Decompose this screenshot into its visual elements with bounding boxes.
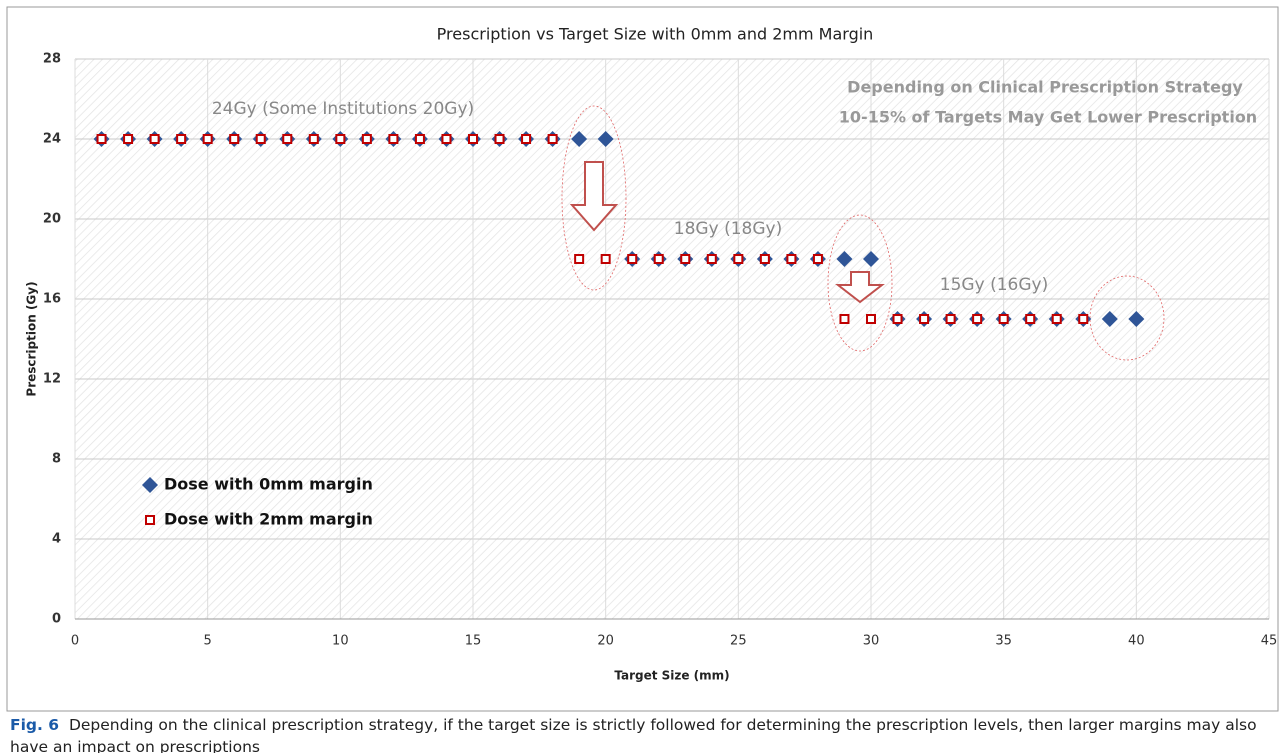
- point: [1101, 311, 1118, 327]
- point: [547, 134, 558, 144]
- point: [839, 314, 850, 324]
- chart-title: Prescription vs Target Size with 0mm and…: [437, 25, 874, 44]
- point: [597, 131, 614, 147]
- annotation: 24Gy (Some Institutions 20Gy): [212, 99, 474, 119]
- y-tick-label: 0: [52, 612, 61, 627]
- point: [1078, 314, 1089, 324]
- point: [96, 134, 107, 144]
- point: [892, 314, 903, 324]
- point: [574, 254, 585, 264]
- y-tick-label: 20: [43, 212, 61, 227]
- point: [786, 254, 797, 264]
- point: [229, 134, 240, 144]
- point: [733, 254, 744, 264]
- point: [919, 314, 930, 324]
- point: [521, 134, 532, 144]
- point: [680, 254, 691, 264]
- y-axis-label: Prescription (Gy): [25, 281, 39, 396]
- point: [866, 314, 876, 324]
- y-tick-label: 28: [43, 52, 61, 67]
- point: [571, 131, 588, 147]
- point: [388, 134, 399, 144]
- point: [308, 134, 319, 144]
- arrow: [835, 271, 885, 304]
- point: [972, 314, 983, 324]
- x-tick-label: 5: [204, 634, 212, 649]
- legend-label: Dose with 0mm margin: [164, 475, 373, 494]
- point: [706, 254, 717, 264]
- point: [812, 254, 823, 264]
- legend-marker: [142, 477, 158, 493]
- legend-label: Dose with 2mm margin: [164, 510, 373, 529]
- x-tick-label: 25: [730, 634, 747, 649]
- point: [998, 314, 1009, 324]
- x-tick-label: 40: [1128, 634, 1145, 649]
- x-tick-label: 30: [863, 634, 880, 649]
- x-axis-label: Target Size (mm): [614, 669, 729, 683]
- highlight-ellipse: [561, 105, 627, 291]
- chart: Prescription vs Target Size with 0mm and…: [6, 6, 1279, 712]
- legend-marker: [145, 515, 155, 525]
- point: [335, 134, 346, 144]
- caption-label: Fig. 6: [10, 716, 60, 734]
- point: [123, 134, 134, 144]
- point: [361, 134, 372, 144]
- y-tick-label: 12: [43, 372, 61, 387]
- point: [1051, 314, 1062, 324]
- point: [1128, 311, 1145, 327]
- point: [653, 254, 664, 264]
- highlight-ellipse: [827, 214, 893, 352]
- point: [600, 254, 611, 264]
- x-tick-label: 45: [1261, 634, 1278, 649]
- point: [945, 314, 956, 324]
- plot-area: [75, 59, 1269, 619]
- x-tick-label: 10: [332, 634, 349, 649]
- y-tick-label: 8: [52, 452, 61, 467]
- x-tick-label: 20: [597, 634, 614, 649]
- y-tick-label: 24: [43, 132, 61, 147]
- point: [1025, 314, 1036, 324]
- point: [468, 134, 478, 144]
- point: [414, 134, 425, 144]
- x-tick-label: 35: [995, 634, 1012, 649]
- annotation: 18Gy (18Gy): [674, 219, 782, 239]
- point: [282, 134, 293, 144]
- point: [255, 134, 266, 144]
- point: [836, 251, 853, 267]
- point: [441, 134, 452, 144]
- caption: Fig. 6 Depending on the clinical prescri…: [10, 714, 1275, 753]
- annotation: Depending on Clinical Prescription Strat…: [847, 78, 1243, 97]
- point: [202, 134, 213, 144]
- x-tick-label: 15: [465, 634, 482, 649]
- point: [759, 254, 770, 264]
- point: [627, 254, 638, 264]
- point: [176, 134, 187, 144]
- arrow: [569, 161, 619, 232]
- y-tick-label: 16: [43, 292, 61, 307]
- caption-text: Depending on the clinical prescription s…: [10, 716, 1257, 753]
- x-tick-label: 0: [71, 634, 79, 649]
- point: [494, 134, 505, 144]
- point: [149, 134, 160, 144]
- annotation: 15Gy (16Gy): [940, 275, 1048, 295]
- annotation: 10-15% of Targets May Get Lower Prescrip…: [839, 108, 1257, 127]
- point: [863, 251, 879, 267]
- y-tick-label: 4: [52, 532, 61, 547]
